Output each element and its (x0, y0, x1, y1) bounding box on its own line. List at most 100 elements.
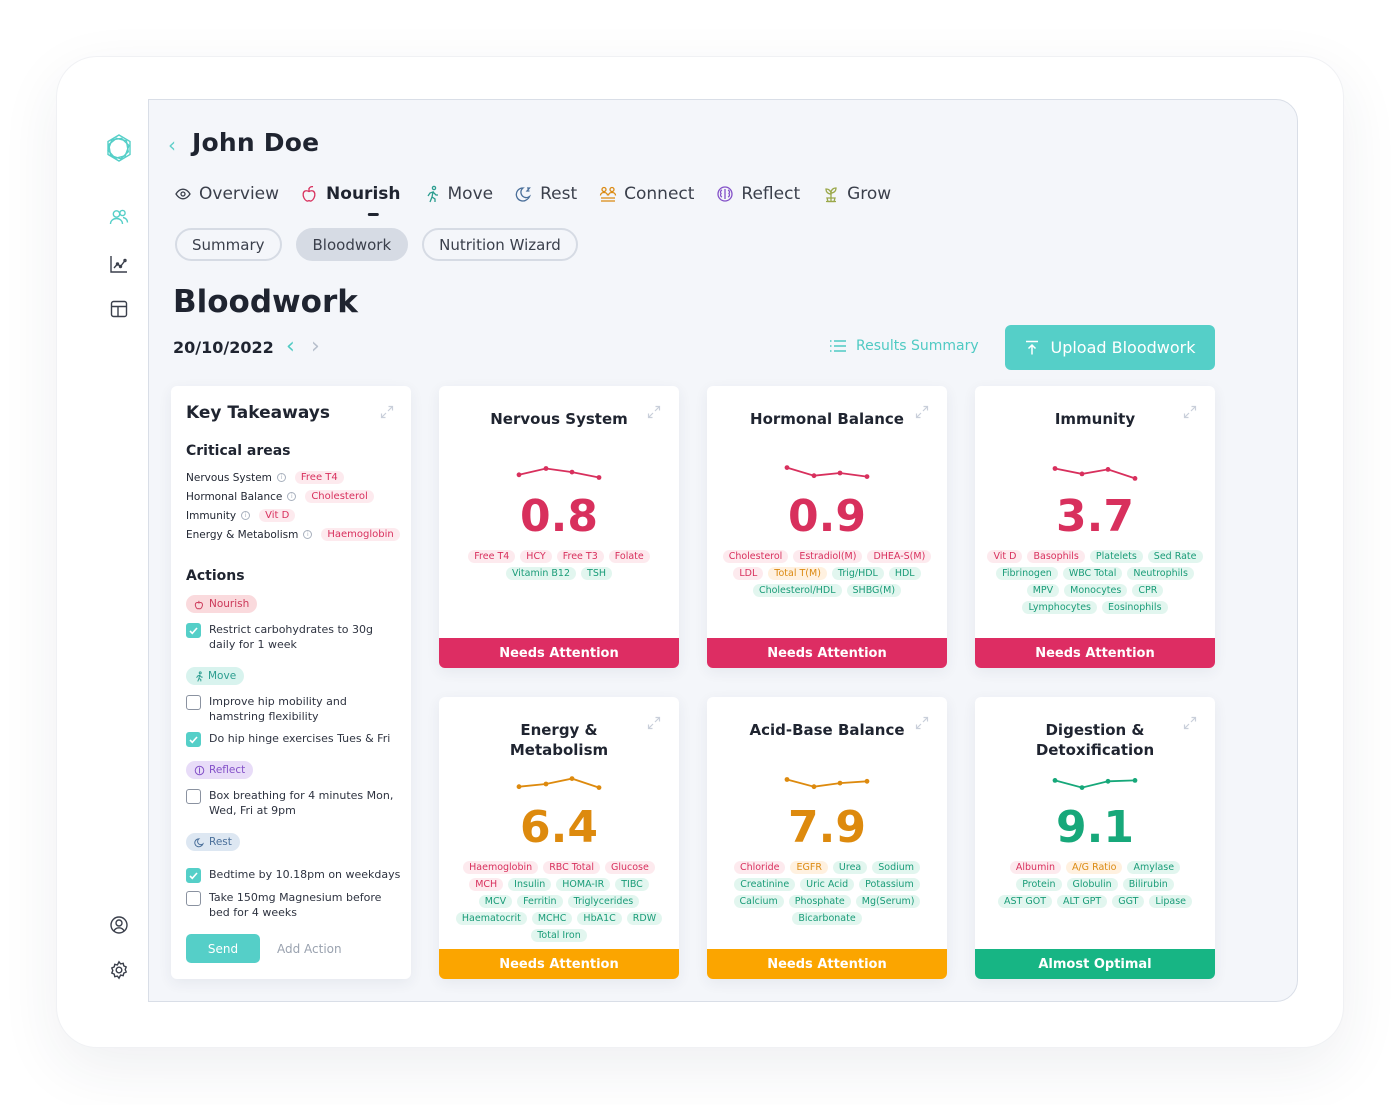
marker-tag[interactable]: RDW (626, 912, 663, 925)
marker-tag[interactable]: WBC Total (1062, 567, 1123, 580)
marker-tag[interactable]: HOMA-IR (556, 878, 611, 891)
marker-tag[interactable]: HCY (520, 550, 552, 563)
previous-date-chevron-icon[interactable]: ‹ (286, 334, 295, 359)
marker-tag[interactable]: SHBG(M) (846, 584, 902, 597)
marker-tag[interactable]: Amylase (1127, 861, 1181, 874)
expand-icon[interactable] (380, 404, 394, 419)
marker-tag[interactable]: Cholesterol/HDL (752, 584, 842, 597)
marker-tag[interactable]: Insulin (508, 878, 552, 891)
upload-bloodwork-button[interactable]: Upload Bloodwork (1005, 325, 1215, 370)
marker-tag[interactable]: A/G Ratio (1065, 861, 1123, 874)
back-chevron-icon[interactable]: ‹ (168, 133, 176, 157)
marker-tag[interactable]: Total Iron (531, 929, 587, 942)
action-checkbox[interactable] (186, 891, 201, 906)
marker-tag[interactable]: Fibrinogen (996, 567, 1058, 580)
tab-grow[interactable]: Grow (822, 180, 891, 208)
marker-tag[interactable]: Globulin (1066, 878, 1118, 891)
subtab-bloodwork[interactable]: Bloodwork (295, 228, 409, 261)
marker-tag[interactable]: Calcium (733, 895, 784, 908)
marker-tag[interactable]: Albumin (1009, 861, 1061, 874)
send-button[interactable]: Send (186, 934, 260, 963)
marker-tag[interactable]: HDL (888, 567, 921, 580)
marker-tag[interactable]: Sed Rate (1147, 550, 1203, 563)
marker-tag[interactable]: RBC Total (543, 861, 600, 874)
metric-card[interactable]: Hormonal Balance 0.9 Cholesterol Estradiol(… (707, 386, 947, 668)
tab-reflect[interactable]: Reflect (716, 180, 800, 208)
settings-icon[interactable] (104, 955, 134, 985)
expand-icon[interactable] (1183, 715, 1197, 730)
tab-move[interactable]: Move (423, 180, 493, 208)
action-checkbox[interactable] (186, 732, 201, 747)
marker-tag[interactable]: Cholesterol (722, 550, 789, 563)
expand-icon[interactable] (915, 404, 929, 419)
metric-card[interactable]: Energy & Metabolism 6.4 Haemoglobin RBC Tot… (439, 697, 679, 979)
marker-tag[interactable]: Haemoglobin (463, 861, 539, 874)
info-icon[interactable]: i (241, 511, 251, 520)
marker-tag[interactable]: Free T3 (556, 550, 604, 563)
action-checkbox[interactable] (186, 868, 201, 883)
info-icon[interactable]: i (303, 530, 313, 539)
expand-icon[interactable] (915, 715, 929, 730)
expand-icon[interactable] (647, 404, 661, 419)
action-checkbox[interactable] (186, 789, 201, 804)
marker-tag[interactable]: CPR (1132, 584, 1164, 597)
metric-card[interactable]: Digestion & Detoxification 9.1 Albumin A/G … (975, 697, 1215, 979)
marker-tag[interactable]: HbA1C (577, 912, 622, 925)
marker-tag[interactable]: Phosphate (788, 895, 851, 908)
marker-tag[interactable]: LDL (733, 567, 764, 580)
marker-tag[interactable]: Creatinine (734, 878, 796, 891)
marker-tag[interactable]: MPV (1026, 584, 1060, 597)
metric-card[interactable]: Acid-Base Balance 7.9 Chloride EGFR Urea Sodi… (707, 697, 947, 979)
marker-tag[interactable]: MCH (469, 878, 504, 891)
marker-tag[interactable]: GGT (1112, 895, 1145, 908)
marker-tag[interactable]: Eosinophils (1102, 601, 1168, 614)
layout-icon[interactable] (104, 294, 134, 324)
marker-tag[interactable]: Vitamin B12 (505, 567, 577, 580)
marker-tag[interactable]: Lipase (1149, 895, 1192, 908)
chart-icon[interactable] (104, 249, 134, 279)
marker-tag[interactable]: Neutrophils (1127, 567, 1194, 580)
info-icon[interactable]: i (287, 492, 297, 501)
expand-icon[interactable] (1183, 404, 1197, 419)
marker-tag[interactable]: ALT GPT (1057, 895, 1108, 908)
marker-tag[interactable]: Total T(M) (768, 567, 827, 580)
account-icon[interactable] (104, 910, 134, 940)
marker-tag[interactable]: EGFR (790, 861, 828, 874)
marker-tag[interactable]: Bilirubin (1122, 878, 1174, 891)
marker-tag[interactable]: Folate (608, 550, 650, 563)
marker-tag[interactable]: Sodium (872, 861, 921, 874)
marker-tag[interactable]: MCHC (531, 912, 573, 925)
marker-tag[interactable]: Haematocrit (455, 912, 527, 925)
marker-tag[interactable]: Uric Acid (800, 878, 855, 891)
subtab-nutrition-wizard[interactable]: Nutrition Wizard (422, 228, 578, 261)
marker-tag[interactable]: Free T4 (468, 550, 516, 563)
marker-tag[interactable]: Basophils (1027, 550, 1085, 563)
marker-tag[interactable]: Urea (832, 861, 868, 874)
marker-tag[interactable]: Lymphocytes (1022, 601, 1097, 614)
tab-connect[interactable]: Connect (599, 180, 694, 208)
marker-tag[interactable]: MCV (478, 895, 513, 908)
next-date-chevron-icon[interactable]: › (311, 334, 320, 359)
marker-tag[interactable]: Mg(Serum) (855, 895, 921, 908)
marker-tag[interactable]: AST GOT (998, 895, 1053, 908)
tab-rest[interactable]: Rest (515, 180, 577, 208)
marker-tag[interactable]: Trig/HDL (831, 567, 884, 580)
marker-tag[interactable]: Protein (1016, 878, 1062, 891)
marker-tag[interactable]: Ferritin (517, 895, 563, 908)
marker-tag[interactable]: TSH (581, 567, 612, 580)
action-checkbox[interactable] (186, 695, 201, 710)
add-action-button[interactable]: Add Action (277, 942, 342, 956)
marker-tag[interactable]: Vit D (987, 550, 1023, 563)
metric-card[interactable]: Immunity 3.7 Vit D Basophils Platelets Sed Ra… (975, 386, 1215, 668)
marker-tag[interactable]: Potassium (859, 878, 920, 891)
marker-tag[interactable]: Bicarbonate (792, 912, 862, 925)
info-icon[interactable]: i (276, 473, 286, 482)
marker-tag[interactable]: Chloride (733, 861, 786, 874)
subtab-summary[interactable]: Summary (175, 228, 282, 261)
tab-overview[interactable]: Overview (174, 180, 279, 208)
metric-card[interactable]: Nervous System 0.8 Free T4 HCY Free T3 Folate… (439, 386, 679, 668)
marker-tag[interactable]: Platelets (1089, 550, 1143, 563)
marker-tag[interactable]: Monocytes (1064, 584, 1128, 597)
results-summary-link[interactable]: Results Summary (829, 338, 979, 354)
marker-tag[interactable]: DHEA-S(M) (867, 550, 932, 563)
